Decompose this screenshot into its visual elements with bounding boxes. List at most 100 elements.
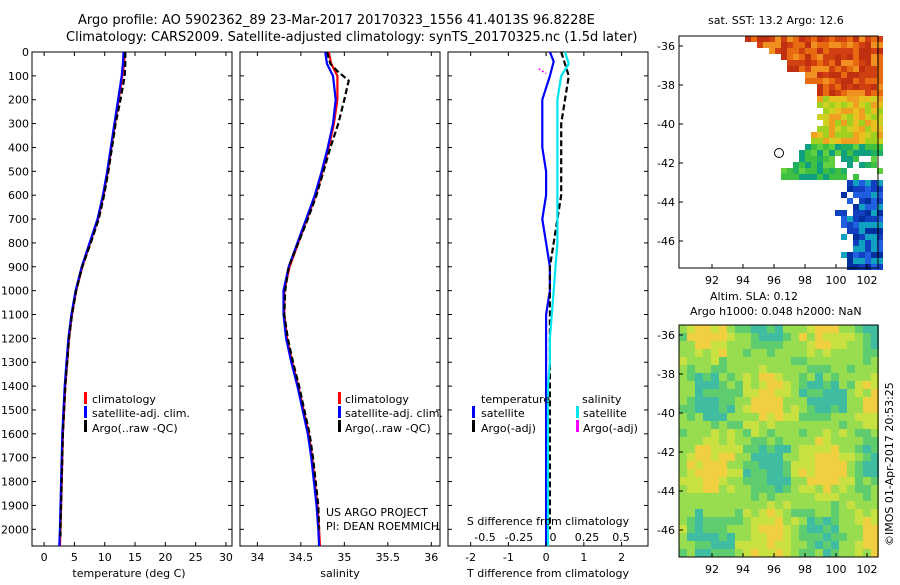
sla-cell xyxy=(831,389,839,397)
sst-cell xyxy=(745,36,751,42)
legend-header-salinity: salinity xyxy=(582,393,622,406)
sst-cell xyxy=(859,66,865,72)
map-ytick-label: -38 xyxy=(657,368,675,381)
sst-cell xyxy=(871,60,877,66)
sla-cell xyxy=(719,549,727,557)
sla-cell xyxy=(799,389,807,397)
sla-cell xyxy=(799,429,807,437)
sla-cell xyxy=(719,517,727,525)
sla-cell xyxy=(799,325,807,333)
sla-cell xyxy=(871,509,879,517)
sla-cell xyxy=(735,381,743,389)
map-xtick-label: 100 xyxy=(826,274,847,287)
sst-cell xyxy=(823,150,829,156)
sst-cell xyxy=(871,102,877,108)
sst-cell xyxy=(847,84,853,90)
sla-cell xyxy=(751,437,759,445)
sla-cell xyxy=(839,429,847,437)
sst-cell xyxy=(841,216,847,222)
sla-cell xyxy=(687,517,695,525)
sla-cell xyxy=(807,477,815,485)
sla-cell xyxy=(711,541,719,549)
sla-cell xyxy=(855,429,863,437)
sst-cell xyxy=(865,84,871,90)
sla-cell xyxy=(855,357,863,365)
temperature-xlabel: temperature (deg C) xyxy=(72,567,185,580)
sla-cell xyxy=(783,413,791,421)
sst-cell xyxy=(841,174,847,180)
sst-cell xyxy=(835,150,841,156)
sla-cell xyxy=(823,461,831,469)
sst-cell xyxy=(859,198,865,204)
sst-cell xyxy=(853,138,859,144)
sla-cell xyxy=(839,453,847,461)
sst-cell xyxy=(853,258,859,264)
sla-cell xyxy=(719,533,727,541)
sst-cell xyxy=(877,36,883,42)
sla-cell xyxy=(687,389,695,397)
sst-cell xyxy=(799,36,805,42)
sla-cell xyxy=(679,437,687,445)
sla-cell xyxy=(831,429,839,437)
sla-cell xyxy=(783,517,791,525)
sst-cell xyxy=(847,120,853,126)
sst-cell xyxy=(877,168,883,174)
sst-cell xyxy=(865,138,871,144)
sst-cell xyxy=(823,78,829,84)
sla-cell xyxy=(871,517,879,525)
sla-cell xyxy=(871,349,879,357)
sla-cell xyxy=(791,325,799,333)
sla-cell xyxy=(735,501,743,509)
sst-cell xyxy=(835,114,841,120)
sla-cell xyxy=(791,493,799,501)
sla-cell xyxy=(791,349,799,357)
sla-cell xyxy=(815,533,823,541)
sla-cell xyxy=(775,365,783,373)
sla-cell xyxy=(815,453,823,461)
sla-cell xyxy=(767,325,775,333)
sst-cell xyxy=(865,198,871,204)
sla-cell xyxy=(759,421,767,429)
sst-cell xyxy=(829,48,835,54)
sla-cell xyxy=(799,509,807,517)
sla-cell xyxy=(863,453,871,461)
xtick-label: -2 xyxy=(465,551,476,564)
sst-cell xyxy=(859,234,865,240)
sst-cell xyxy=(859,138,865,144)
sla-cell xyxy=(711,405,719,413)
ytick-label: 200 xyxy=(8,94,29,107)
sst-cell xyxy=(859,210,865,216)
sst-cell xyxy=(871,150,877,156)
sla-cell xyxy=(711,349,719,357)
sst-cell xyxy=(805,168,811,174)
sla-cell xyxy=(727,461,735,469)
sla-cell xyxy=(695,549,703,557)
sla-cell xyxy=(719,365,727,373)
sst-cell xyxy=(823,42,829,48)
sst-cell xyxy=(841,138,847,144)
sst-cell xyxy=(871,162,877,168)
sla-cell xyxy=(839,325,847,333)
sla-cell xyxy=(775,469,783,477)
sla-cell xyxy=(783,541,791,549)
sst-cell xyxy=(859,228,865,234)
sla-cell xyxy=(727,485,735,493)
sla-cell xyxy=(831,509,839,517)
sla-cell xyxy=(839,333,847,341)
sla-cell xyxy=(791,525,799,533)
sst-cell xyxy=(811,138,817,144)
sst-cell xyxy=(769,36,775,42)
map-ytick-label: -44 xyxy=(657,485,675,498)
sla-cell xyxy=(767,501,775,509)
sla-cell xyxy=(695,333,703,341)
sst-cell xyxy=(835,84,841,90)
sst-cell xyxy=(781,168,787,174)
map-ytick-label: -36 xyxy=(657,329,675,342)
sla-cell xyxy=(815,429,823,437)
sla-cell xyxy=(687,437,695,445)
sla-cell xyxy=(871,501,879,509)
sla-cell xyxy=(775,333,783,341)
sla-cell xyxy=(703,517,711,525)
sla-cell xyxy=(703,397,711,405)
sla-cell xyxy=(703,325,711,333)
